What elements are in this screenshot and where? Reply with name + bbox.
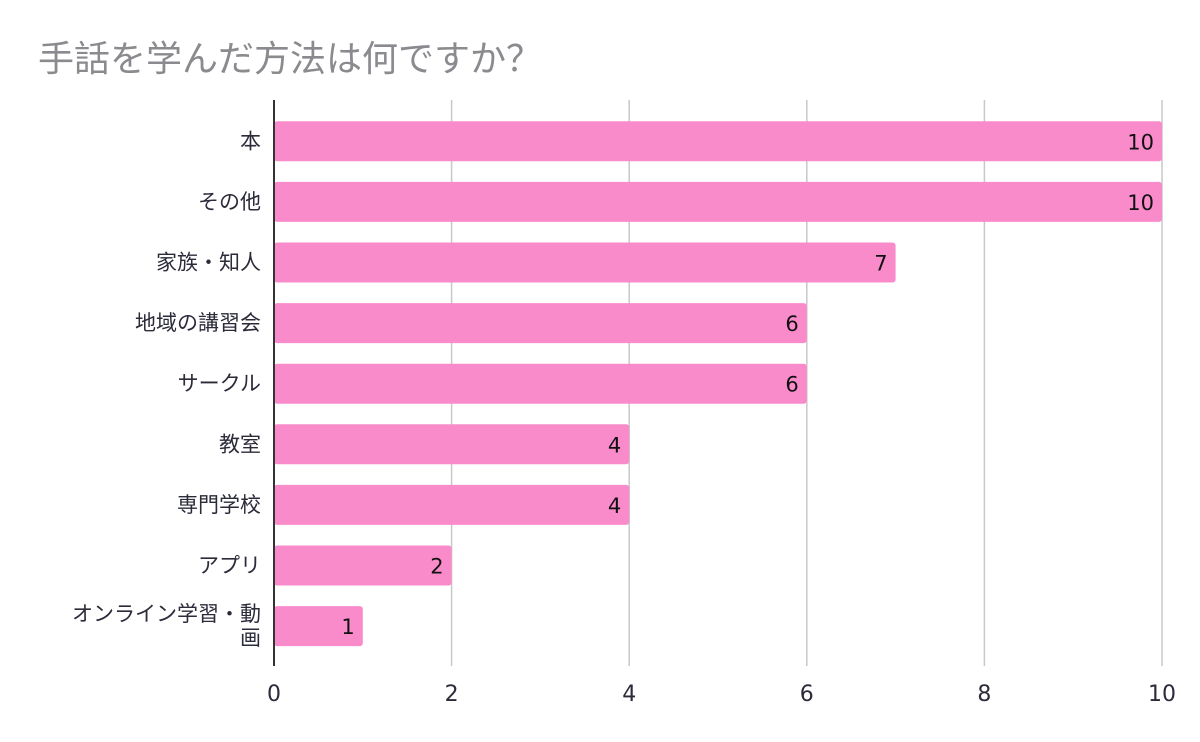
data-label: 10 [1127,191,1154,215]
x-tick-label: 6 [800,682,814,707]
category-label: 本 [240,129,261,153]
bars [274,121,1162,647]
bar [274,181,1162,222]
category-label: 家族・知人 [156,251,261,275]
x-axis-ticks: 0 2 4 6 8 10 [267,682,1176,707]
chart-title: 手話を学んだ方法は何ですか？ [38,39,543,80]
data-label: 4 [608,494,621,518]
category-label: 地域の講習会 [135,311,261,335]
bar [274,606,363,647]
bar [274,424,630,465]
data-label: 10 [1127,130,1154,154]
data-label: 6 [785,312,798,336]
x-tick-label: 4 [622,682,636,707]
category-label: 専門学校 [177,493,261,517]
data-label: 6 [785,373,798,397]
data-label: 1 [341,615,354,639]
x-tick-label: 2 [445,682,459,707]
category-label: アプリ [198,554,261,578]
data-labels: 10 10 7 6 6 4 4 2 1 [341,130,1154,639]
bar [274,303,807,344]
bar [274,545,452,586]
bar [274,484,630,525]
data-label: 2 [430,555,443,579]
bar [274,242,896,283]
category-label: 画 [240,626,261,650]
bar [274,363,807,404]
category-label: オンライン学習・動 [72,602,261,626]
data-label: 4 [608,433,621,457]
category-label: サークル [178,372,261,396]
bar [274,121,1162,162]
x-tick-label: 8 [977,682,991,707]
data-label: 7 [874,252,887,276]
x-tick-label: 10 [1148,682,1176,707]
x-tick-label: 0 [267,682,281,707]
category-label: その他 [198,190,261,214]
category-label: 教室 [219,432,261,456]
